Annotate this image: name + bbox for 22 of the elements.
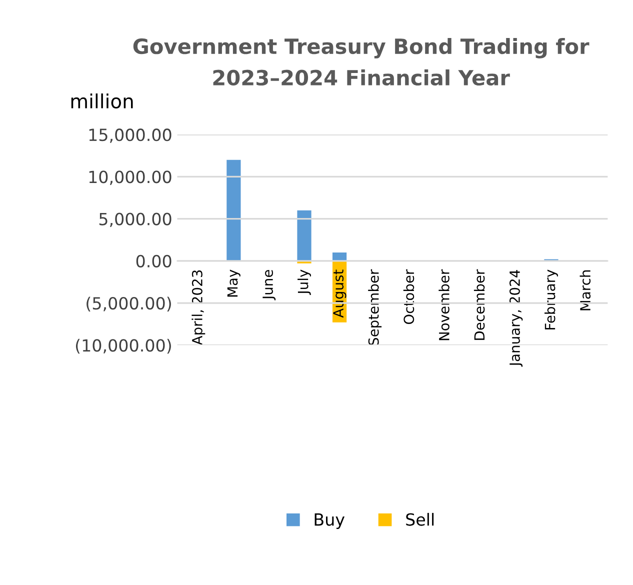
y-tick-label: 0.00 bbox=[136, 254, 172, 268]
y-axis-title: million bbox=[71, 93, 133, 108]
x-tick-label: August bbox=[333, 270, 346, 318]
legend-label: Sell bbox=[406, 512, 434, 526]
y-tick-label: (10,000.00) bbox=[76, 338, 171, 354]
x-tick-label: February bbox=[544, 270, 558, 330]
y-tick-label: (5,000.00) bbox=[86, 296, 171, 312]
y-tick-label: 15,000.00 bbox=[89, 128, 172, 143]
y-tick-label: 10,000.00 bbox=[89, 170, 172, 185]
x-tick-label: December bbox=[474, 269, 485, 340]
chart-title: Government Treasury Bond Trading for 2023–2024 Financial Year bbox=[133, 38, 590, 86]
y-tick-label: 5,000.00 bbox=[99, 212, 172, 228]
x-tick-label: July bbox=[298, 270, 311, 295]
x-tick-label: September bbox=[368, 269, 382, 346]
legend-label: Buy bbox=[314, 513, 345, 530]
x-tick-label: May bbox=[227, 270, 240, 297]
x-tick-label: April, 2023 bbox=[192, 270, 206, 346]
x-tick-label: November bbox=[438, 269, 450, 340]
x-tick-label: January, 2024 bbox=[509, 270, 523, 367]
x-tick-label: March bbox=[580, 270, 591, 310]
x-tick-label: October bbox=[403, 269, 414, 324]
x-tick-label: June bbox=[262, 270, 276, 300]
